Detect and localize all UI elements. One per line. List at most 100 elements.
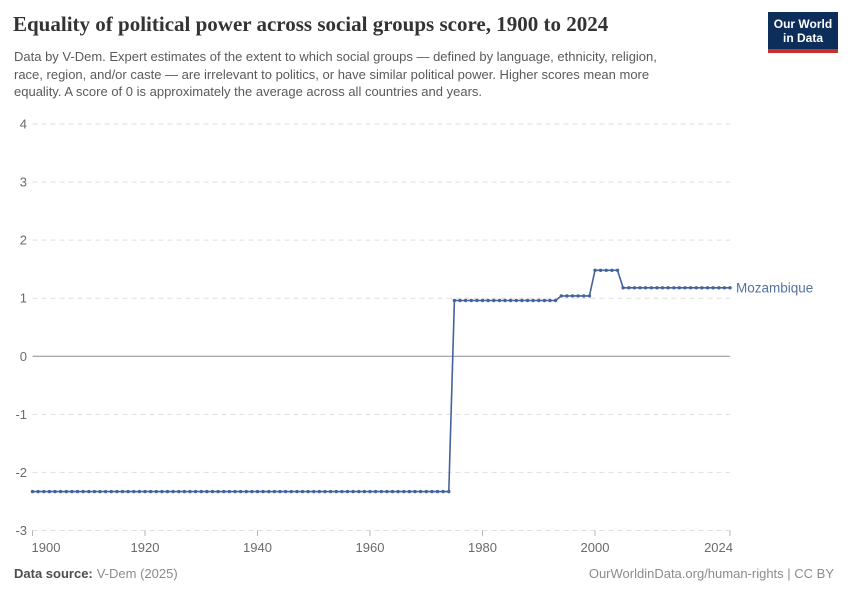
series-marker [458,298,462,303]
series-marker [47,489,52,494]
series-marker [216,489,220,494]
credit-line: OurWorldinData.org/human-rights | CC BY [588,566,834,581]
series-marker [154,489,158,494]
series-marker [30,489,35,494]
series-marker [126,489,130,494]
series-marker [655,286,659,290]
series-marker [593,268,597,272]
series-marker [407,489,412,494]
series-marker [182,489,187,494]
series-marker [497,298,502,303]
series-marker [300,489,305,494]
series-marker [705,286,710,290]
series-marker [525,298,530,303]
series-marker [160,489,164,494]
series-marker [283,489,288,494]
series-marker [58,489,63,494]
series-marker [424,489,428,494]
y-axis-tick-label: -1 [15,407,27,422]
series-marker [103,489,108,494]
series-marker [233,489,237,494]
series-marker [177,489,181,494]
owid-logo-line1: Our World [773,17,833,31]
series-marker [660,286,665,290]
series-marker [362,489,367,494]
series-marker [480,298,485,303]
series-marker [210,489,215,494]
series-marker [351,489,355,494]
series-marker [115,489,119,494]
series-marker [278,489,282,494]
y-axis-tick-label: 1 [20,291,27,306]
series-marker [542,298,547,303]
series-marker [109,489,114,494]
data-source: Data source: V-Dem (2025) [14,566,178,581]
series-marker [666,286,670,290]
series-marker [267,489,271,494]
series-marker [390,489,395,494]
series-marker [227,489,232,494]
series-marker [396,489,400,494]
series-marker [548,298,552,303]
data-source-value: V-Dem (2025) [96,566,178,581]
chart-subtitle-line: race, region, and/or caste — are irrelev… [14,66,650,82]
series-marker [587,294,592,298]
series-marker [295,489,299,494]
series-marker [621,286,625,290]
series-marker [328,489,333,494]
series-marker [81,489,85,494]
series-marker [143,489,147,494]
y-axis-tick-label: -3 [15,523,27,538]
series-marker [345,489,350,494]
chart-subtitle: Data by V-Dem. Expert estimates of the e… [14,48,657,101]
series-marker [334,489,338,494]
chart-title: Equality of political power across socia… [13,12,609,36]
series-marker [53,489,57,494]
chart-subtitle-line: equality. A score of 0 is approximately … [14,84,483,99]
series-marker [700,286,704,290]
series-marker [452,298,457,303]
series-marker [604,268,608,272]
series-marker [402,489,406,494]
series-marker [688,286,693,290]
series-marker [514,298,518,303]
series-marker [75,489,80,494]
data-source-label: Data source: [14,566,93,581]
x-axis-tick-label: 1940 [243,540,272,555]
series-marker [413,489,417,494]
owid-logo-line2: in Data [782,31,823,45]
series-marker [570,294,575,298]
series-marker [98,489,102,494]
series-marker [317,489,322,494]
series-marker [238,489,243,494]
series-marker [357,489,361,494]
series-marker [36,489,40,494]
chart-subtitle-line: Data by V-Dem. Expert estimates of the e… [14,49,657,64]
series-marker [463,298,468,303]
series-marker [677,286,682,290]
series-marker [255,489,260,494]
series-marker [508,298,513,303]
series-marker [171,489,175,494]
series-marker [222,489,226,494]
series-marker [531,298,535,303]
x-axis-tick-label: 1900 [32,540,61,555]
series-line-mozambique [32,269,730,493]
series-marker [340,489,344,494]
series-marker [672,286,676,290]
series-marker [87,489,91,494]
series-marker [722,286,727,290]
series-marker [289,489,293,494]
series-marker [503,298,507,303]
series-label-mozambique: Mozambique [736,280,813,295]
series-marker [199,489,203,494]
series-marker [638,286,642,290]
series-marker [520,298,524,303]
series-marker [70,489,74,494]
series-marker [717,286,721,290]
y-axis-tick-label: 0 [20,349,27,364]
x-axis-tick-label: 1980 [468,540,497,555]
series-marker [492,298,496,303]
series-marker [385,489,389,494]
